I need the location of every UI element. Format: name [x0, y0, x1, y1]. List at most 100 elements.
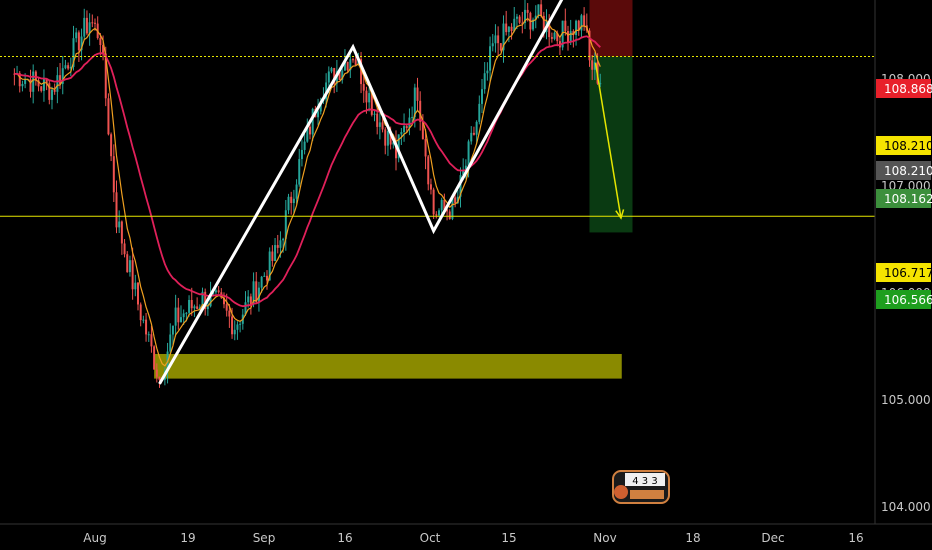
- candle-body: [397, 134, 400, 159]
- candle-body: [42, 78, 45, 91]
- x-tick-label: Nov: [593, 531, 616, 545]
- projection-arrow: [594, 62, 622, 219]
- candle-body: [435, 214, 438, 216]
- candle-body: [145, 319, 148, 335]
- candle-body: [343, 61, 346, 71]
- price-label-106.566: 106.566: [876, 290, 932, 309]
- candle-body: [346, 61, 349, 71]
- candle-body: [534, 15, 537, 20]
- candle-body: [403, 126, 406, 133]
- candle-body: [271, 251, 274, 262]
- candle-body: [231, 316, 234, 335]
- candle-body: [505, 23, 508, 33]
- price-label-108.162: 108.162: [876, 189, 932, 208]
- candle-body: [247, 296, 250, 303]
- candle-body: [456, 196, 459, 204]
- candle-body: [51, 89, 53, 100]
- candle-body: [112, 156, 115, 193]
- candle-body: [306, 126, 309, 142]
- candle-body: [61, 68, 64, 84]
- candle-body: [292, 198, 295, 204]
- price-label-text: 108.162: [884, 192, 932, 206]
- candle-body: [180, 317, 182, 323]
- candle-body: [102, 45, 105, 54]
- candle-body: [309, 126, 311, 135]
- x-tick-label: 16: [848, 531, 863, 545]
- candle-body: [360, 59, 363, 85]
- candle-body: [126, 254, 129, 273]
- candle-body: [419, 100, 422, 122]
- candle-body: [263, 275, 266, 277]
- candle-body: [193, 306, 196, 309]
- candle-body: [24, 79, 27, 84]
- candle-body: [381, 122, 384, 130]
- stop-loss-zone: [589, 0, 633, 57]
- candle-body: [223, 297, 225, 305]
- x-tick-label: Aug: [83, 531, 106, 545]
- candle-body: [37, 80, 40, 87]
- candle-body: [233, 329, 236, 335]
- candle-body: [104, 53, 107, 99]
- candle-body: [64, 65, 67, 69]
- candle-body: [298, 159, 301, 185]
- candle-body: [443, 199, 446, 210]
- x-tick-label: Oct: [420, 531, 441, 545]
- candle-body: [518, 16, 521, 23]
- candle-body: [553, 32, 556, 39]
- candle-body: [83, 17, 86, 37]
- candle-body: [279, 240, 282, 248]
- candle-body: [502, 23, 505, 51]
- x-tick-label: 19: [180, 531, 195, 545]
- candle-body: [107, 98, 110, 135]
- candle-body: [395, 142, 397, 159]
- candle-body: [110, 134, 113, 157]
- candle-body: [236, 324, 239, 330]
- x-tick-label: 16: [337, 531, 352, 545]
- price-label-bg: [876, 290, 931, 309]
- candle-body: [266, 275, 268, 281]
- candle-body: [319, 100, 322, 112]
- zigzag-pattern: [158, 0, 564, 385]
- candle-body: [171, 325, 174, 335]
- candle-body: [352, 59, 354, 61]
- candle-body: [599, 83, 602, 85]
- candle-body: [169, 334, 172, 352]
- candle-body: [303, 141, 306, 150]
- x-tick-label: Sep: [253, 531, 276, 545]
- candle-body: [384, 129, 387, 146]
- candle-body: [196, 306, 199, 309]
- candle-body: [255, 281, 258, 302]
- candle-body: [542, 15, 545, 33]
- candle-body: [77, 32, 80, 51]
- candle-body: [569, 31, 572, 43]
- candle-body: [408, 117, 411, 129]
- candle-body: [475, 121, 478, 135]
- candle-body: [583, 15, 586, 26]
- price-label-bg: [876, 79, 931, 98]
- candle-body: [204, 291, 207, 310]
- candle-body: [392, 142, 395, 145]
- symbol-badge-text: 4 3 3: [632, 476, 657, 487]
- price-label-108.210: 108.210: [876, 161, 932, 180]
- candle-body: [300, 149, 303, 160]
- candle-body: [567, 30, 569, 43]
- candle-body: [190, 299, 193, 309]
- symbol-badge-panel: [625, 473, 665, 486]
- candle-body: [91, 22, 94, 24]
- candle-body: [268, 251, 271, 281]
- candle-body: [201, 291, 204, 308]
- price-label-106.717: 106.717: [876, 263, 932, 282]
- x-tick-label: 15: [501, 531, 516, 545]
- candle-body: [386, 130, 389, 146]
- candle-body: [446, 209, 449, 212]
- candle-body: [276, 245, 279, 248]
- candle-body: [510, 26, 513, 32]
- candle-body: [440, 199, 443, 211]
- candle-body: [532, 19, 535, 30]
- candle-body: [462, 170, 465, 176]
- candle-body: [429, 184, 432, 190]
- candle-body: [67, 65, 70, 69]
- price-label-text: 106.717: [884, 266, 932, 280]
